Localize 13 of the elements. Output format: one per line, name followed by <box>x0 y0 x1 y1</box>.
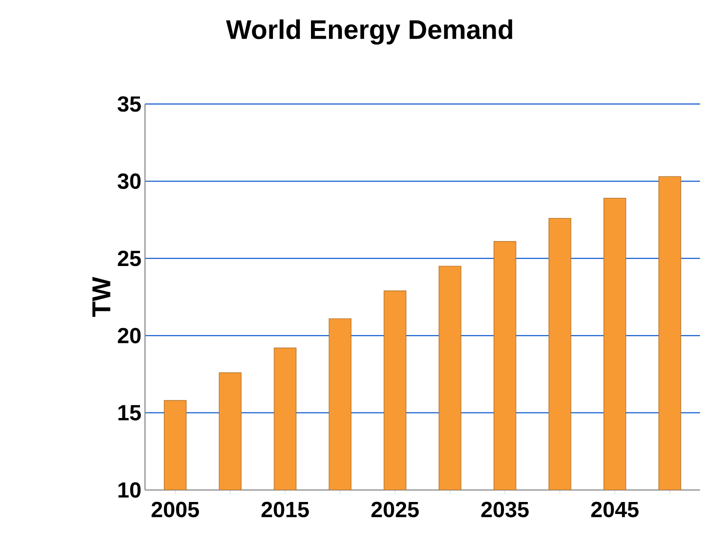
x-tick-label: 2035 <box>481 502 529 518</box>
chart-title: World Energy Demand <box>226 19 512 45</box>
y-tick-label: 15 <box>118 405 141 420</box>
y-tick-label: 30 <box>118 173 141 189</box>
x-tick-label: 2005 <box>152 502 199 518</box>
x-tick-label: 2045 <box>591 502 639 518</box>
y-tick-label: 35 <box>118 96 141 112</box>
y-tick-label: 10 <box>118 482 141 498</box>
x-tick-label: 2015 <box>262 502 309 518</box>
x-tick-label: 2025 <box>371 502 419 518</box>
y-tick-label: 20 <box>118 328 141 344</box>
y-axis-title: TW <box>92 276 110 317</box>
y-tick-label: 25 <box>118 250 141 266</box>
